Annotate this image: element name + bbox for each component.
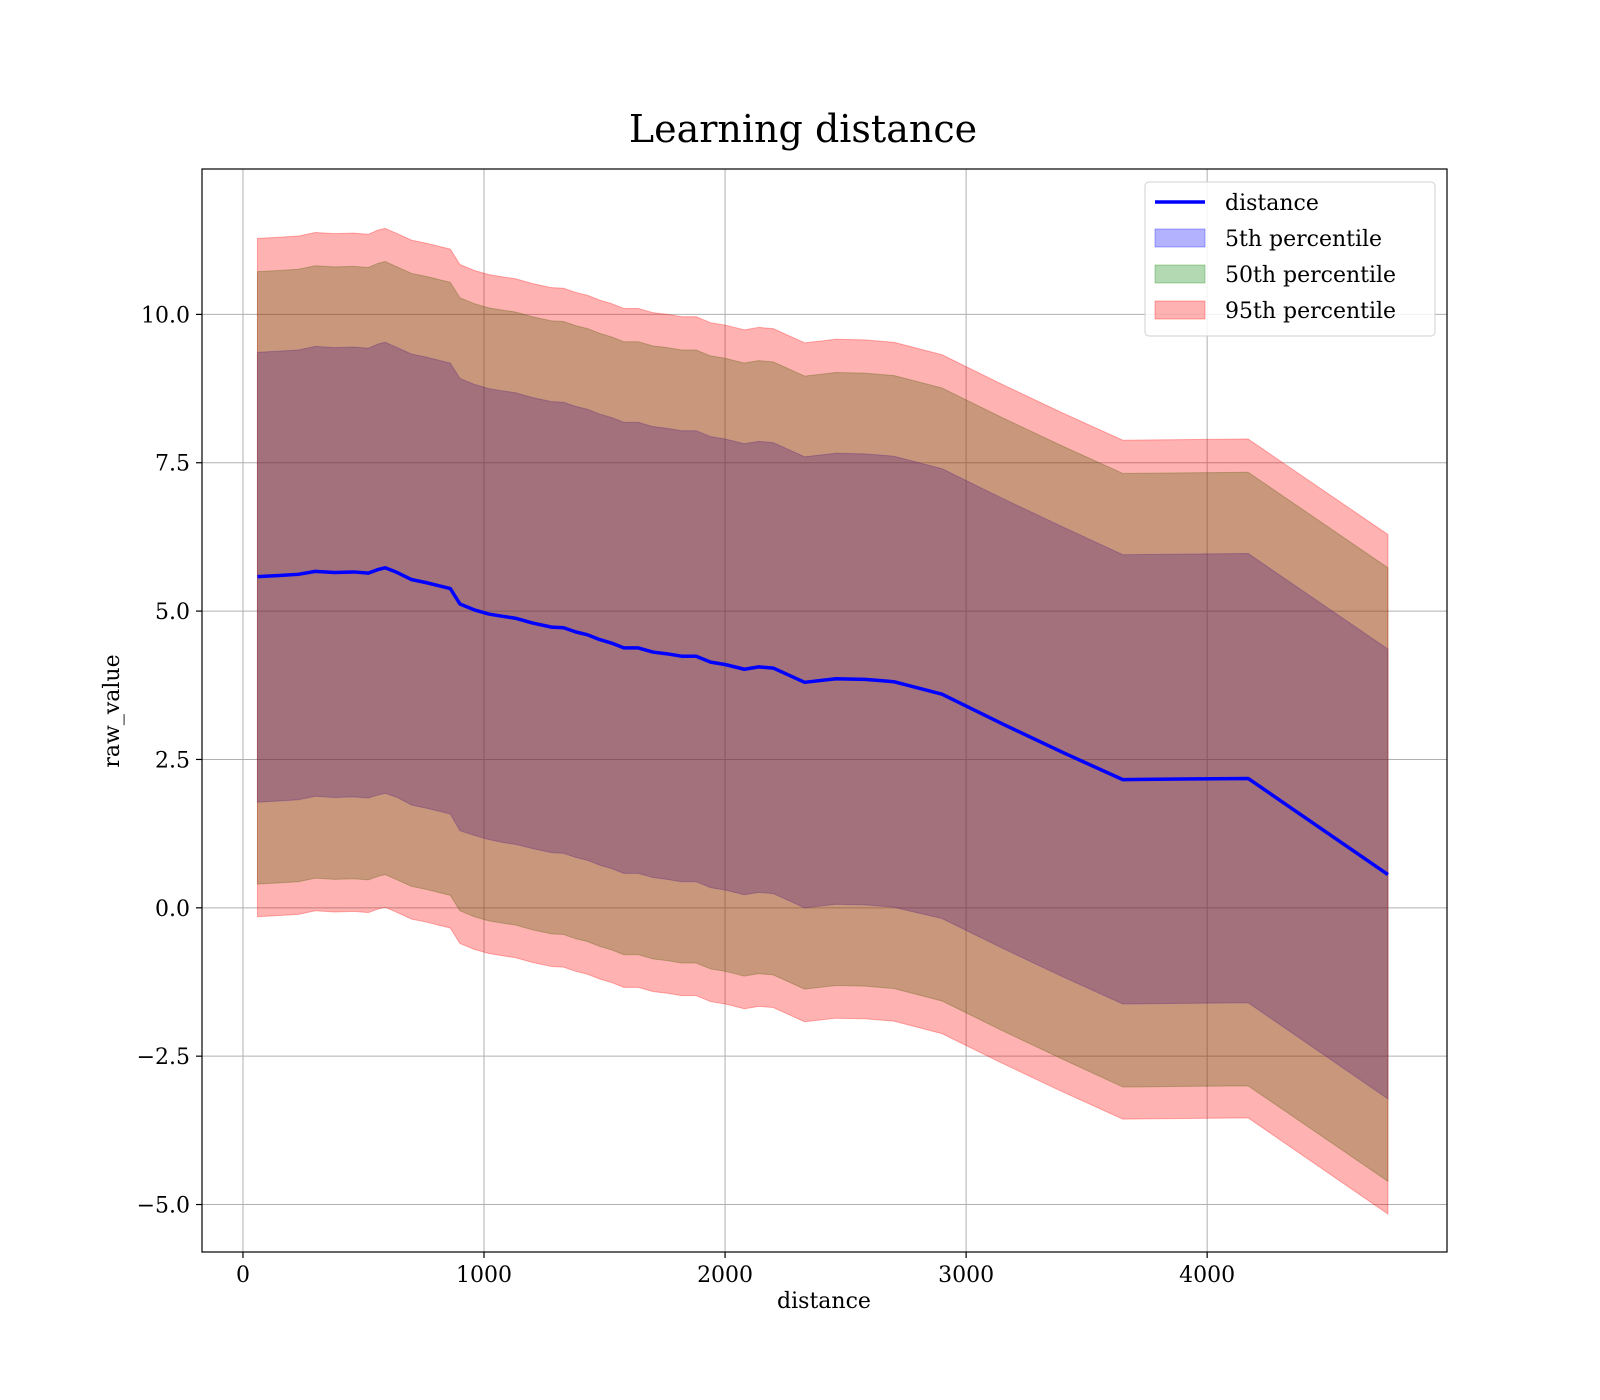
axis-ticks: 0 1000 2000 3000 4000 −5.0 −2.5 0.0 2.5 5.0 7.5 10.… — [137, 303, 1236, 1288]
legend-band-swatch — [1154, 300, 1206, 320]
x-tick-label: 2000 — [697, 1263, 753, 1288]
legend-label: 5th percentile — [1225, 227, 1382, 252]
chart-title: Learning distance — [629, 107, 977, 151]
y-tick-label: −5.0 — [137, 1194, 190, 1219]
legend-label: 95th percentile — [1225, 299, 1396, 324]
y-tick-label: 0.0 — [155, 897, 190, 922]
y-tick-label: 10.0 — [141, 303, 190, 328]
y-tick-label: 5.0 — [155, 600, 190, 625]
plot-frame — [201, 168, 1448, 1253]
grid-lines — [202, 169, 1447, 1252]
legend: distance 5th percentile 50th percentile 95t… — [1144, 181, 1436, 337]
x-tick-label: 4000 — [1179, 1263, 1235, 1288]
percentile-bands — [256, 227, 1389, 1215]
band-5th-percentile — [256, 341, 1389, 1100]
band-50th-percentile — [256, 261, 1389, 1183]
y-tick-label: −2.5 — [137, 1045, 190, 1070]
legend-label: 50th percentile — [1225, 263, 1396, 288]
distance-line-layer — [257, 566, 1389, 877]
series-line-distance — [257, 566, 1389, 877]
x-tick-label: 1000 — [456, 1263, 512, 1288]
legend-box — [1144, 181, 1436, 337]
legend-band-swatch — [1154, 228, 1206, 248]
y-axis-label: raw_value — [100, 654, 125, 767]
y-tick-label: 2.5 — [155, 748, 190, 773]
legend-label: distance — [1225, 191, 1319, 216]
x-axis-label: distance — [777, 1289, 871, 1314]
y-tick-label: 7.5 — [155, 452, 190, 477]
band-95th-percentile — [256, 227, 1389, 1215]
x-tick-label: 3000 — [938, 1263, 994, 1288]
x-tick-label: 0 — [236, 1263, 250, 1288]
legend-band-swatch — [1154, 264, 1206, 284]
